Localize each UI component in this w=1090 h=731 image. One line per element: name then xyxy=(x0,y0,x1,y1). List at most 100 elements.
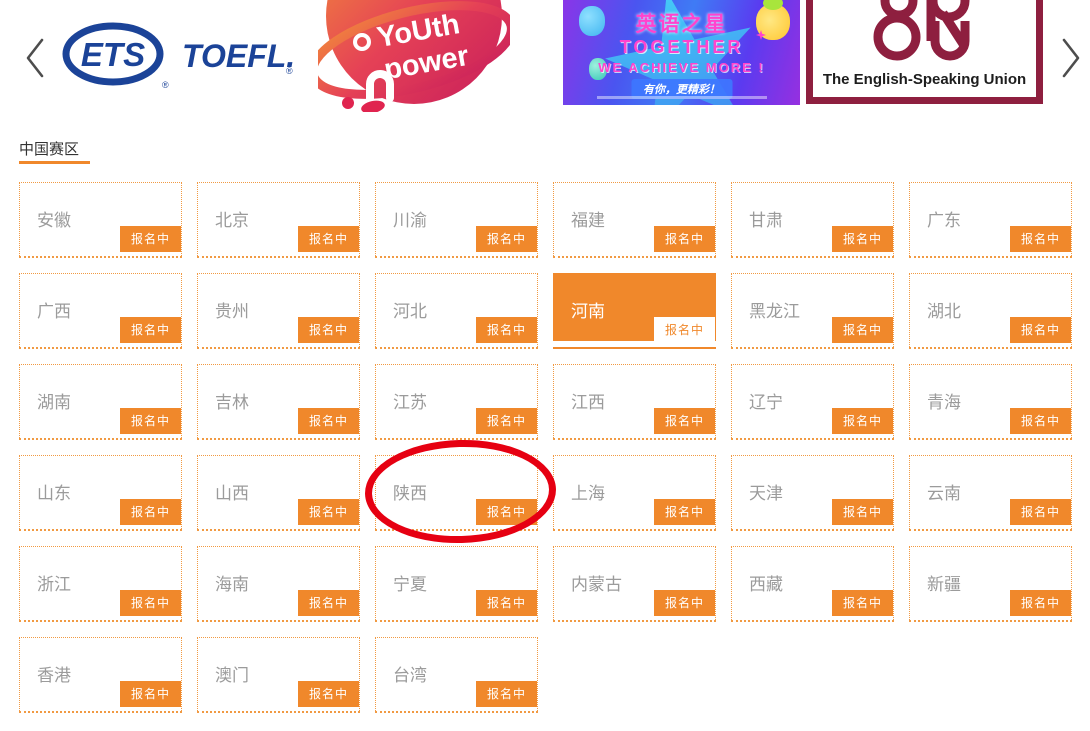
event-banner[interactable]: 英语之星 TOGETHER WE ACHIEVE MORE ! 有你，更精彩！ xyxy=(563,0,800,105)
region-card-6[interactable]: 广西 报名中 xyxy=(19,273,182,349)
ets-toefl-logo[interactable]: ETS ® TOEFL. ® xyxy=(58,12,300,98)
region-label: 香港 xyxy=(37,666,71,685)
region-status-badge: 报名中 xyxy=(475,499,537,525)
sparkle-icon xyxy=(756,30,766,40)
ets-registered-mark: ® xyxy=(162,80,169,90)
region-status-badge: 报名中 xyxy=(1009,590,1071,616)
region-card-9[interactable]: 河南 报名中 xyxy=(553,273,716,349)
mascot-blue xyxy=(579,6,605,36)
esu-label: The English-Speaking Union xyxy=(822,71,1027,88)
region-status-badge: 报名中 xyxy=(119,317,181,343)
toefl-wordmark: TOEFL. xyxy=(182,38,295,74)
banner-slogan-line2: WE ACHIEVE MORE ! xyxy=(598,60,765,75)
region-label: 青海 xyxy=(927,393,961,412)
region-label: 福建 xyxy=(571,211,605,230)
region-card-28[interactable]: 西藏 报名中 xyxy=(731,546,894,622)
region-status-badge: 报名中 xyxy=(119,590,181,616)
region-label: 安徽 xyxy=(37,211,71,230)
region-label: 上海 xyxy=(571,484,605,503)
region-card-4[interactable]: 甘肃 报名中 xyxy=(731,182,894,258)
banner-title: 英语之星 xyxy=(635,13,728,36)
region-card-21[interactable]: 上海 报名中 xyxy=(553,455,716,531)
section-title: 中国赛区 xyxy=(19,141,80,158)
region-card-0[interactable]: 安徽 报名中 xyxy=(19,182,182,258)
region-status-badge: 报名中 xyxy=(119,681,181,707)
region-status-badge: 报名中 xyxy=(653,590,715,616)
region-label: 湖北 xyxy=(927,302,961,321)
region-label: 澳门 xyxy=(215,666,249,685)
region-card-22[interactable]: 天津 报名中 xyxy=(731,455,894,531)
youth-power-logo[interactable]: YoUth power xyxy=(308,0,516,114)
region-label: 宁夏 xyxy=(393,575,427,594)
region-status-badge: 报名中 xyxy=(653,317,715,343)
region-label: 河南 xyxy=(571,302,605,321)
region-label: 广西 xyxy=(37,302,71,321)
region-status-badge: 报名中 xyxy=(297,226,359,252)
region-card-10[interactable]: 黑龙江 报名中 xyxy=(731,273,894,349)
region-status-badge: 报名中 xyxy=(831,226,893,252)
carousel-prev-button[interactable] xyxy=(22,36,48,80)
region-status-badge: 报名中 xyxy=(653,499,715,525)
region-card-7[interactable]: 贵州 报名中 xyxy=(197,273,360,349)
region-status-badge: 报名中 xyxy=(831,408,893,434)
region-card-13[interactable]: 吉林 报名中 xyxy=(197,364,360,440)
region-label: 河北 xyxy=(393,302,427,321)
region-status-badge: 报名中 xyxy=(653,408,715,434)
region-card-25[interactable]: 海南 报名中 xyxy=(197,546,360,622)
carousel-next-button[interactable] xyxy=(1058,36,1084,80)
region-status-badge: 报名中 xyxy=(831,317,893,343)
region-grid: 安徽 报名中 北京 报名中 川渝 报名中 福建 报名中 甘肃 报名中 广东 报名… xyxy=(19,182,1072,713)
banner-slogan-cn: 有你，更精彩！ xyxy=(631,79,732,99)
region-status-badge: 报名中 xyxy=(297,499,359,525)
section-title-underline xyxy=(19,161,90,164)
region-status-badge: 报名中 xyxy=(119,408,181,434)
region-status-badge: 报名中 xyxy=(297,317,359,343)
region-card-11[interactable]: 湖北 报名中 xyxy=(909,273,1072,349)
region-status-badge: 报名中 xyxy=(119,499,181,525)
region-label: 台湾 xyxy=(393,666,427,685)
region-label: 甘肃 xyxy=(749,211,783,230)
region-label: 广东 xyxy=(927,211,961,230)
region-card-29[interactable]: 新疆 报名中 xyxy=(909,546,1072,622)
region-card-32[interactable]: 台湾 报名中 xyxy=(375,637,538,713)
esu-logo[interactable]: The English-Speaking Union xyxy=(806,0,1043,104)
region-card-17[interactable]: 青海 报名中 xyxy=(909,364,1072,440)
region-card-1[interactable]: 北京 报名中 xyxy=(197,182,360,258)
region-card-3[interactable]: 福建 报名中 xyxy=(553,182,716,258)
region-card-16[interactable]: 辽宁 报名中 xyxy=(731,364,894,440)
region-label: 江苏 xyxy=(393,393,427,412)
region-card-30[interactable]: 香港 报名中 xyxy=(19,637,182,713)
region-card-8[interactable]: 河北 报名中 xyxy=(375,273,538,349)
region-card-26[interactable]: 宁夏 报名中 xyxy=(375,546,538,622)
region-status-badge: 报名中 xyxy=(831,499,893,525)
region-card-24[interactable]: 浙江 报名中 xyxy=(19,546,182,622)
region-label: 辽宁 xyxy=(749,393,783,412)
region-status-badge: 报名中 xyxy=(475,590,537,616)
region-label: 川渝 xyxy=(393,211,427,230)
region-card-12[interactable]: 湖南 报名中 xyxy=(19,364,182,440)
region-label: 内蒙古 xyxy=(571,575,622,594)
region-status-badge: 报名中 xyxy=(119,226,181,252)
region-card-20[interactable]: 陕西 报名中 xyxy=(375,455,538,531)
region-label: 新疆 xyxy=(927,575,961,594)
region-status-badge: 报名中 xyxy=(1009,499,1071,525)
ets-toefl-logo-graphic: ETS ® TOEFL. ® xyxy=(62,22,295,90)
region-label: 江西 xyxy=(571,393,605,412)
region-card-2[interactable]: 川渝 报名中 xyxy=(375,182,538,258)
region-label: 山东 xyxy=(37,484,71,503)
region-card-14[interactable]: 江苏 报名中 xyxy=(375,364,538,440)
region-status-badge: 报名中 xyxy=(475,681,537,707)
region-label: 浙江 xyxy=(37,575,71,594)
region-card-23[interactable]: 云南 报名中 xyxy=(909,455,1072,531)
region-status-badge: 报名中 xyxy=(475,226,537,252)
region-status-badge: 报名中 xyxy=(297,408,359,434)
region-card-19[interactable]: 山西 报名中 xyxy=(197,455,360,531)
region-card-31[interactable]: 澳门 报名中 xyxy=(197,637,360,713)
region-card-15[interactable]: 江西 报名中 xyxy=(553,364,716,440)
region-card-5[interactable]: 广东 报名中 xyxy=(909,182,1072,258)
ets-oval-text: ETS xyxy=(81,36,145,73)
region-card-18[interactable]: 山东 报名中 xyxy=(19,455,182,531)
region-status-badge: 报名中 xyxy=(653,226,715,252)
region-card-27[interactable]: 内蒙古 报名中 xyxy=(553,546,716,622)
